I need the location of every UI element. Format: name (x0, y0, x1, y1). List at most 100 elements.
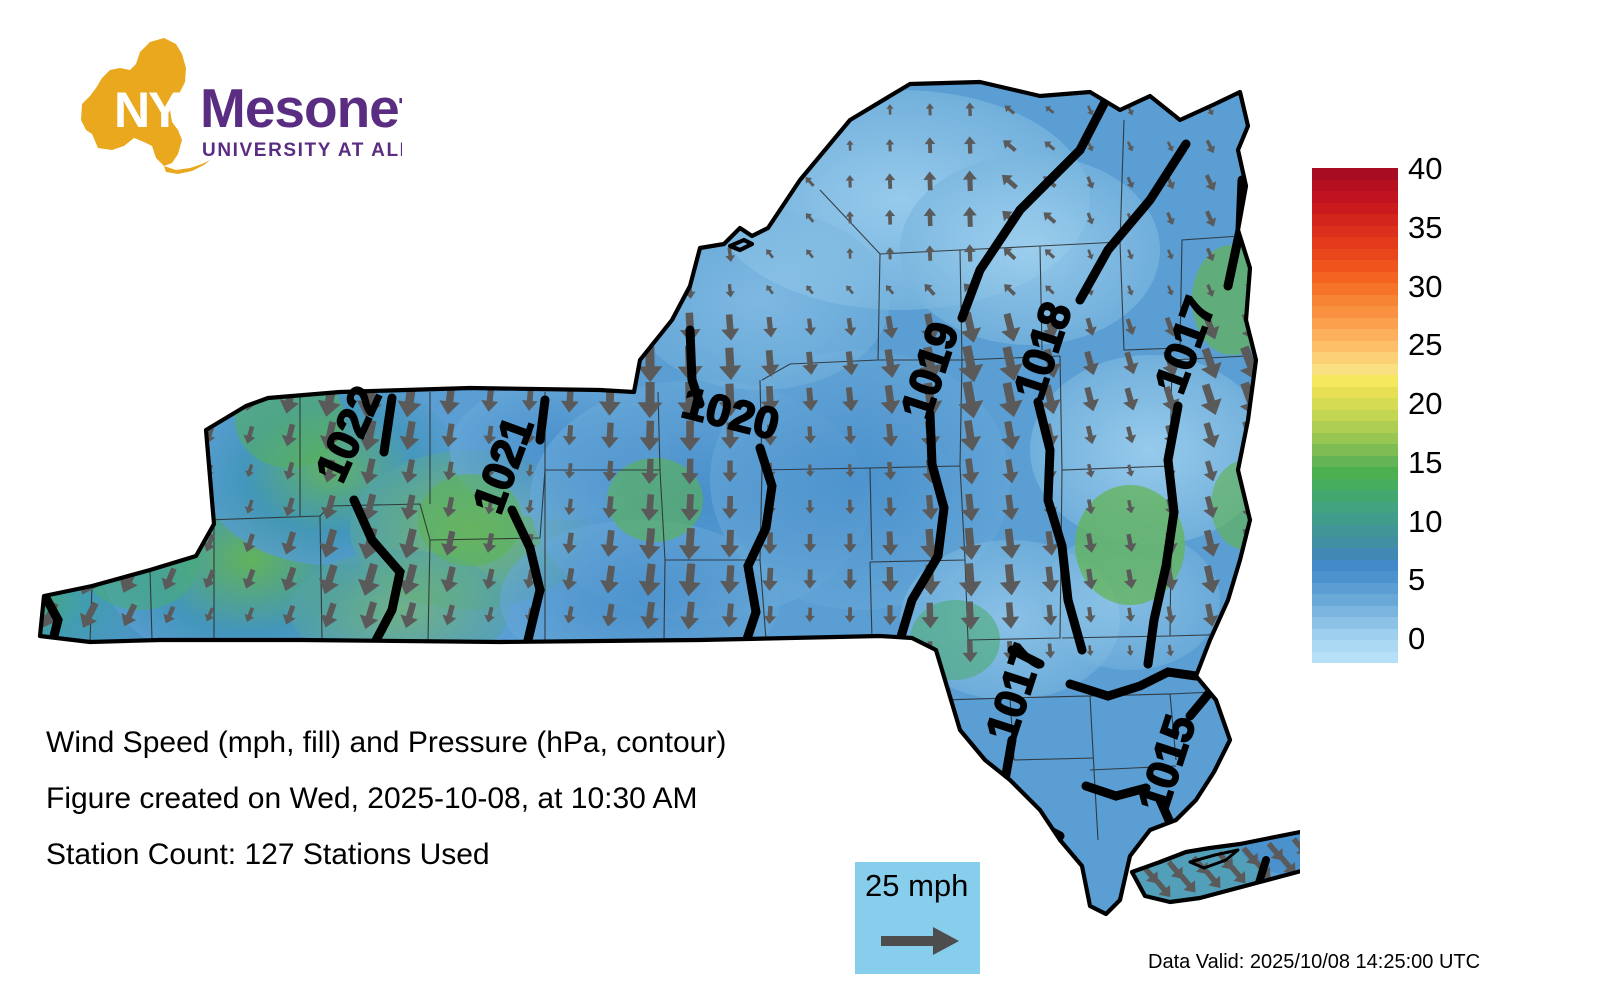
wind-arrow (486, 285, 494, 296)
wind-arrow (804, 607, 815, 623)
contour-1020 (685, 325, 777, 653)
wind-arrow (363, 138, 376, 156)
wind-arrow (124, 247, 135, 262)
wind-arrow (1164, 316, 1178, 337)
wind-arrow (882, 423, 899, 447)
wind-arrow (1203, 495, 1219, 519)
wind-arrow (486, 645, 494, 656)
wind-arrow (83, 246, 96, 264)
wind-arrow (724, 173, 737, 192)
wind-arrow (1043, 212, 1057, 224)
wind-arrow (521, 351, 538, 375)
colorbar-segment (1312, 363, 1398, 376)
wind-arrow (1084, 425, 1097, 445)
wind-arrow (642, 640, 657, 662)
wind-arrow (318, 564, 339, 595)
colorbar-segment (1312, 329, 1398, 341)
wind-arrow (1125, 318, 1137, 335)
wind-arrow (1000, 420, 1021, 450)
wind-arrow (1004, 105, 1016, 115)
colorbar-segment (1312, 444, 1398, 456)
wind-arrow (246, 249, 254, 260)
wind-arrow (1141, 864, 1158, 884)
wind-arrow (40, 494, 58, 520)
colorbar-tick-35: 35 (1408, 209, 1443, 245)
colorbar-segment (1312, 513, 1398, 525)
wind-arrow (644, 138, 657, 156)
wind-arrow (124, 139, 135, 155)
wind-arrow (725, 283, 735, 298)
wind-arrow (1203, 460, 1218, 482)
wind-arrow (1162, 350, 1180, 376)
wind-arrow (241, 351, 258, 376)
wind-arrow (765, 141, 775, 151)
wind-arrow (1043, 315, 1059, 339)
wind-arrow (400, 601, 418, 629)
colorbar-tick-40: 40 (1408, 151, 1443, 186)
wind-arrow (284, 175, 296, 191)
colorbar-segment (1312, 202, 1398, 215)
wind-arrow (763, 316, 778, 338)
colorbar-segment (1312, 421, 1398, 433)
wind-arrow (885, 247, 895, 260)
wind-arrow (201, 351, 218, 375)
wind-arrow (763, 605, 777, 625)
wind-arrow (40, 527, 60, 558)
wind-arrow (523, 426, 536, 444)
wind-arrow (964, 244, 976, 262)
wind-arrow (1124, 426, 1137, 444)
wind-arrow (884, 461, 897, 481)
wind-arrow (1127, 285, 1134, 296)
wind-arrow (760, 385, 780, 414)
wind-arrow (999, 564, 1022, 596)
wind-arrow (566, 105, 574, 116)
wind-arrow (1243, 640, 1256, 662)
wind-arrow (599, 348, 621, 380)
wind-arrow (205, 212, 214, 225)
wind-arrow (324, 283, 335, 299)
wind-arrow (359, 312, 380, 344)
wind-arrow (882, 315, 899, 339)
wind-arrow (323, 173, 337, 193)
svg-text:UNIVERSITY AT ALBANY: UNIVERSITY AT ALBANY (202, 140, 402, 161)
wind-arrow (246, 105, 254, 116)
wind-arrow (924, 245, 936, 261)
wind-arrow (637, 346, 663, 383)
wind-arrow (1086, 212, 1095, 225)
wind-arrow (118, 347, 140, 380)
wind-arrow (601, 422, 619, 449)
wind-arrow (1084, 317, 1097, 336)
wind-arrow (600, 565, 620, 594)
wind-arrow (445, 248, 455, 262)
wind-arrow (362, 172, 377, 194)
wind-arrow (42, 172, 57, 193)
wind-arrow (1125, 499, 1135, 514)
wind-arrow (442, 604, 457, 626)
wind-arrow (286, 105, 294, 116)
wind-arrow (565, 175, 575, 190)
colorbar-segment (1312, 375, 1398, 387)
wind-arrow (764, 175, 776, 188)
contour-label-1020: 1020 (677, 378, 784, 449)
wind-arrow (640, 601, 659, 630)
wind-arrow (843, 569, 857, 590)
wind-arrow (1045, 285, 1055, 295)
wind-arrow (725, 139, 736, 155)
wind-arrow (602, 460, 617, 482)
data-valid-timestamp: Data Valid: 2025/10/08 14:25:00 UTC (1148, 951, 1481, 973)
wind-arrow (79, 601, 99, 628)
wind-arrow (923, 207, 937, 227)
wind-arrow (1166, 860, 1183, 879)
wind-arrow (123, 210, 136, 228)
wind-arrow (720, 529, 740, 558)
wind-arrow (78, 312, 99, 343)
wind-arrow (765, 644, 775, 657)
colorbar-segment (1312, 409, 1398, 422)
wind-arrow (1202, 422, 1220, 448)
wind-arrow (805, 141, 815, 151)
wind-arrow (285, 248, 294, 261)
wind-arrow (324, 247, 336, 263)
colorbar-segment (1312, 237, 1398, 249)
wind-arrow (803, 569, 817, 589)
wind-arrow (958, 345, 984, 383)
